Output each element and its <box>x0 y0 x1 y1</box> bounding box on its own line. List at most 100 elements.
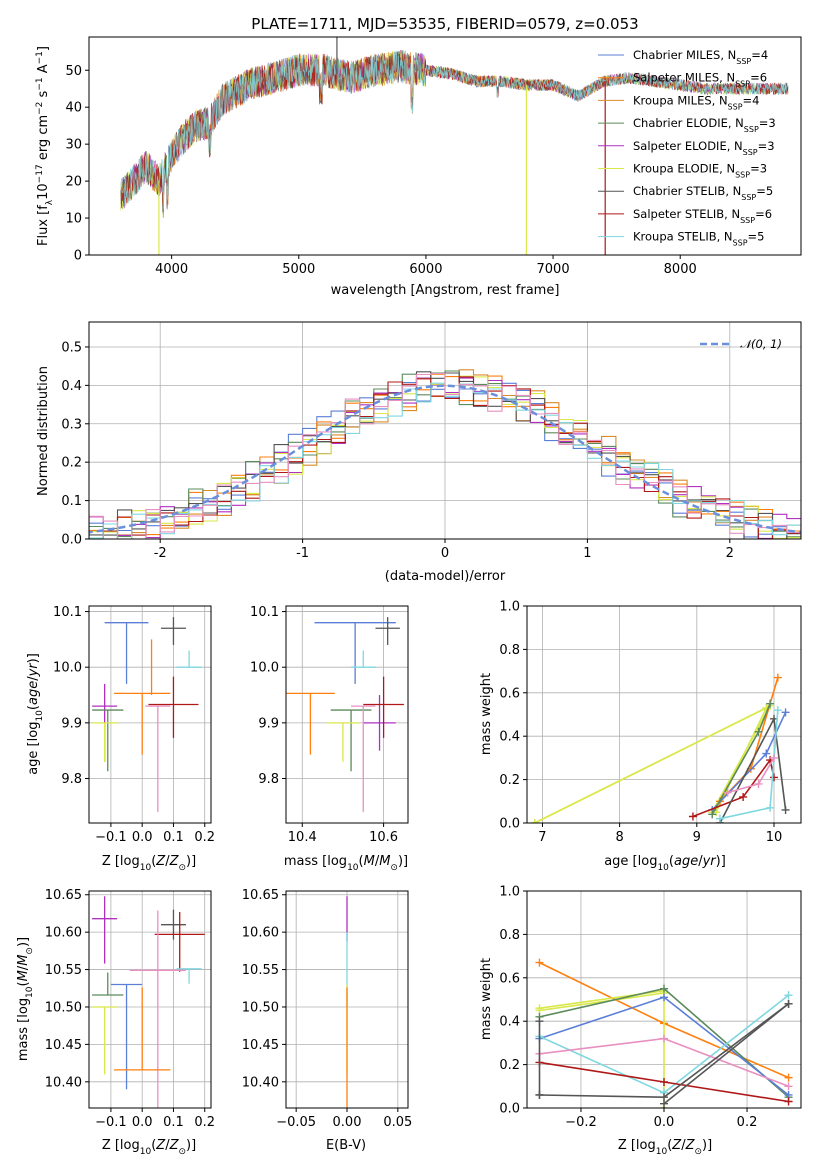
x-tick-label: 7 <box>538 830 546 845</box>
z-mass-ylabel: mass [log10(M/M⊙)] <box>16 937 35 1061</box>
y-tick-label: 10.45 <box>45 1038 82 1053</box>
x-tick-label: 7000 <box>537 262 570 277</box>
legend-label-salpeter-stelib: Salpeter STELIB, NSSP=6 <box>633 207 772 225</box>
y-tick-label: 10.40 <box>45 1075 82 1090</box>
mass-age-errorbar-panel: 10.4 10.6 9.8 9.9 10.0 10.1 mass [log10(M/M⊙)… <box>250 605 409 873</box>
y-tick-label: 30 <box>65 138 82 153</box>
z-age-errorbar-panel: −0.1 0.0 0.1 0.2 9.8 9.9 10.0 10.1 Z [log10(Z/Z… <box>26 605 215 873</box>
y-tick-label: 10.65 <box>242 888 279 903</box>
age-massweight-plot-area: 7 8 9 10 0.0 0.2 0.4 0.6 0.8 1.0 <box>499 600 802 845</box>
y-tick-label: 0.3 <box>61 417 82 432</box>
mass-weight-marker <box>773 673 782 682</box>
y-tick-label: 0.2 <box>61 456 82 471</box>
x-tick-label: 2 <box>726 546 734 561</box>
y-tick-label: 0.2 <box>499 773 520 788</box>
y-tick-label: 50 <box>65 64 82 79</box>
plot-marks <box>286 617 404 812</box>
mass-weight-marker <box>535 958 544 967</box>
mass-weight-marker <box>739 792 748 801</box>
z-age-ylabel: age [log10(age/yr)] <box>26 653 45 775</box>
x-tick-label: 10.4 <box>288 830 317 845</box>
legend-label-kroupa-stelib: Kroupa STELIB, NSSP=5 <box>633 230 764 248</box>
legend-label-chabrier-stelib: Chabrier STELIB, NSSP=5 <box>633 184 773 202</box>
residual-histogram-panel: -2 -1 0 1 2 0.0 0.1 0.2 0.3 0.4 0.5 (data-model)/e… <box>36 321 802 584</box>
legend-label-kroupa-miles: Kroupa MILES, NSSP=4 <box>633 93 759 111</box>
z-massweight-ylabel: mass weight <box>479 958 494 1040</box>
histogram-ylabel: Normed distribution <box>36 366 51 496</box>
y-tick-label: 0.4 <box>499 1015 520 1030</box>
z-age-plot-area: −0.1 0.0 0.1 0.2 9.8 9.9 10.0 10.1 <box>53 605 215 845</box>
x-tick-label: 0.1 <box>163 830 184 845</box>
mass-weight-marker <box>688 812 697 821</box>
x-tick-label: -1 <box>296 546 309 561</box>
y-tick-label: 9.8 <box>61 772 82 787</box>
mass-weight-marker <box>784 1082 793 1091</box>
legend-label-chabrier-elodie: Chabrier ELODIE, NSSP=3 <box>633 116 776 134</box>
mass-weight-marker <box>660 1077 668 1086</box>
x-tick-label: 0.00 <box>333 1115 362 1130</box>
x-tick-label: 0.2 <box>737 1115 758 1130</box>
y-tick-label: 9.9 <box>258 716 279 731</box>
axes-frame <box>88 36 802 256</box>
x-tick-label: 0.0 <box>132 1115 153 1130</box>
z-mass-xlabel: Z [log10(Z/Z⊙)] <box>102 1138 196 1157</box>
axes-frame <box>88 605 212 824</box>
y-tick-label: 10.45 <box>242 1038 279 1053</box>
mass-weight-marker <box>535 1017 544 1026</box>
mass-weight-marker <box>769 773 778 782</box>
mass-weight-line-kroupa-elodie <box>534 706 769 823</box>
axes-frame <box>88 890 212 1109</box>
x-tick-label: 1 <box>583 546 591 561</box>
mass-weight-marker <box>769 753 778 762</box>
legend-label-chabrier-miles: Chabrier MILES, NSSP=4 <box>633 48 768 66</box>
spectrum-legend: Chabrier MILES, NSSP=4 Salpeter MILES, NS… <box>598 48 776 247</box>
plot-marks <box>89 369 801 539</box>
normal-legend-label: 𝒩(0, 1) <box>740 337 782 351</box>
age-massweight-ylabel: mass weight <box>479 673 494 755</box>
y-tick-label: 0.0 <box>499 1102 520 1117</box>
mass-weight-marker <box>660 984 668 993</box>
z-massweight-panel: −0.2 0.0 0.2 0.0 0.2 0.4 0.6 0.8 1.0 Z [log10(Z/… <box>479 885 802 1157</box>
x-tick-label: 0.2 <box>194 1115 215 1130</box>
x-tick-label: 10 <box>766 830 783 845</box>
mass-weight-marker <box>784 991 793 1000</box>
mass-weight-marker <box>754 727 763 736</box>
y-tick-label: 0.2 <box>499 1058 520 1073</box>
y-tick-label: 0.6 <box>499 686 520 701</box>
histogram-plot-area: -2 -1 0 1 2 0.0 0.1 0.2 0.3 0.4 0.5 <box>61 321 802 561</box>
histogram-step-salpeter-stelib <box>89 376 801 539</box>
y-tick-label: 0.0 <box>61 533 82 548</box>
mass-weight-marker <box>660 993 668 1002</box>
mass-age-plot-area: 10.4 10.6 9.8 9.9 10.0 10.1 <box>250 605 409 845</box>
age-massweight-xlabel: age [log10(age/yr)] <box>604 854 726 873</box>
mass-weight-marker <box>530 819 539 823</box>
mass-weight-line-kroupa-elodie <box>539 992 665 1108</box>
y-tick-label: 9.8 <box>258 772 279 787</box>
y-tick-label: 0.6 <box>499 971 520 986</box>
x-tick-label: 0.05 <box>383 1115 412 1130</box>
x-tick-label: 8 <box>615 830 623 845</box>
histogram-xlabel: (data-model)/error <box>385 569 506 584</box>
y-tick-label: 0.4 <box>61 379 82 394</box>
axes-frame <box>526 605 802 824</box>
y-tick-label: 10.40 <box>242 1075 279 1090</box>
x-tick-label: 0.0 <box>654 1115 675 1130</box>
y-tick-label: 10.1 <box>53 605 82 620</box>
y-tick-label: 10.60 <box>45 926 82 941</box>
mass-weight-marker <box>766 699 775 708</box>
x-tick-label: 0.2 <box>194 830 215 845</box>
y-tick-label: 10 <box>65 212 82 227</box>
histogram-step-pink <box>89 372 801 539</box>
legend-label-kroupa-elodie: Kroupa ELODIE, NSSP=3 <box>633 162 767 180</box>
plot-marks <box>530 673 790 823</box>
y-tick-label: 0.1 <box>61 494 82 509</box>
x-tick-label: 0.1 <box>163 1115 184 1130</box>
plot-marks <box>92 896 205 1108</box>
y-tick-label: 10.65 <box>45 888 82 903</box>
x-tick-label: 0.0 <box>132 830 153 845</box>
y-tick-label: 40 <box>65 101 82 116</box>
x-tick-label: −0.05 <box>276 1115 316 1130</box>
x-tick-label: 4000 <box>155 262 188 277</box>
histogram-legend: 𝒩(0, 1) <box>700 337 782 351</box>
